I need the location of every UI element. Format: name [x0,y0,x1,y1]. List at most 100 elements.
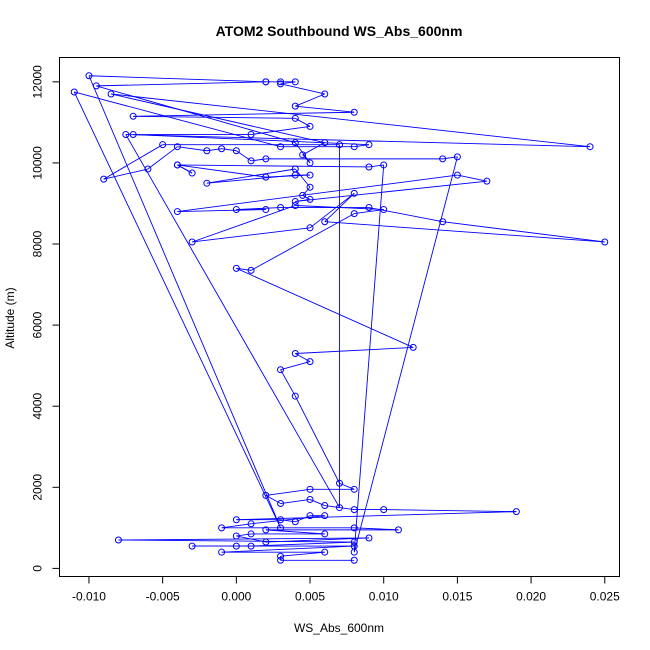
data-point [453,171,461,179]
series-segment [295,180,487,202]
data-point [218,524,226,532]
series-segment [118,539,355,543]
data-point [277,552,285,560]
series-segment [133,111,355,117]
data-point [232,264,240,272]
y-axis: 0 2000 4000 6000 8000 10000 12000 [31,65,60,572]
data-point [277,524,285,532]
data-point [232,147,240,155]
data-point [306,495,314,503]
y-tick-label: 8000 [31,230,45,257]
series-segment [192,227,311,243]
data-point [232,516,240,524]
series-segment [206,168,296,184]
x-tick-label: 0.010 [369,590,399,604]
data-point [159,141,167,149]
series-segment [125,134,340,508]
data-point [173,208,181,216]
y-tick-label: 10000 [31,146,45,180]
data-point [262,491,270,499]
data-point [218,548,226,556]
data-point [291,392,299,400]
series-segment [280,499,311,504]
series-segment [383,509,517,513]
data-point [262,78,270,86]
series-segment [457,174,487,182]
data-point [277,516,285,524]
series-segment [236,533,252,537]
data-point [291,114,299,122]
series-segment [133,134,369,146]
y-tick-label: 4000 [31,393,45,420]
series-segment [353,164,385,553]
data-point [350,143,358,151]
series-segment [221,545,355,553]
data-point [306,159,314,167]
data-point [365,141,373,149]
data-point [380,206,388,214]
data-point [262,526,270,534]
series-segment [442,156,458,160]
data-point [92,82,100,90]
series-segment [236,207,281,211]
series-segment [251,158,266,162]
data-point [291,349,299,357]
series-segment [295,105,355,113]
data-point [299,191,307,199]
data-point [365,534,373,542]
data-point [306,171,314,179]
x-tick-label: 0.000 [221,590,251,604]
data-point [232,206,240,214]
data-point [321,548,329,556]
series-segment [177,146,207,152]
series-segment [177,164,266,178]
y-tick-label: 2000 [31,474,45,501]
data-point [129,131,137,139]
data-point [247,520,255,528]
data-point [601,238,609,246]
data-point [306,358,314,366]
series-segment [354,209,384,215]
data-point [291,139,299,147]
data-point [306,485,314,493]
series-segment [250,213,355,271]
series-segment [368,164,384,168]
series-segment [221,148,237,152]
series-segment [302,186,311,196]
series-segment [251,541,355,547]
data-point [394,526,402,534]
series-segment [177,174,458,213]
data-point [277,556,285,564]
series-segment [191,205,296,243]
y-tick-label: 6000 [31,311,45,338]
series-segment [206,148,222,152]
x-tick-label: 0.020 [516,590,546,604]
y-axis-label: Altitude (m) [3,287,17,348]
series-segment [294,142,311,164]
data-point [350,538,358,546]
data-point [586,143,594,151]
data-point [336,141,343,149]
series-segment [103,144,163,180]
data-point [350,485,358,493]
data-point [262,155,270,163]
data-point [232,532,240,540]
series-segment [88,75,281,529]
data-point [512,508,520,516]
data-point [247,157,255,165]
data-point [291,165,299,173]
series-segment [265,488,311,496]
x-axis: -0.010 -0.005 0.000 0.005 0.010 0.015 0.020 0.0… [72,576,620,604]
series-segment [88,75,266,83]
data-point [321,90,329,98]
data-point [277,366,285,374]
data-point [350,108,358,116]
series-segment [125,134,591,148]
series-segment [294,395,340,484]
data-point [291,102,299,110]
data-point [321,530,329,538]
series-segment [339,482,355,490]
data-point [247,131,255,139]
data-point [277,80,285,88]
